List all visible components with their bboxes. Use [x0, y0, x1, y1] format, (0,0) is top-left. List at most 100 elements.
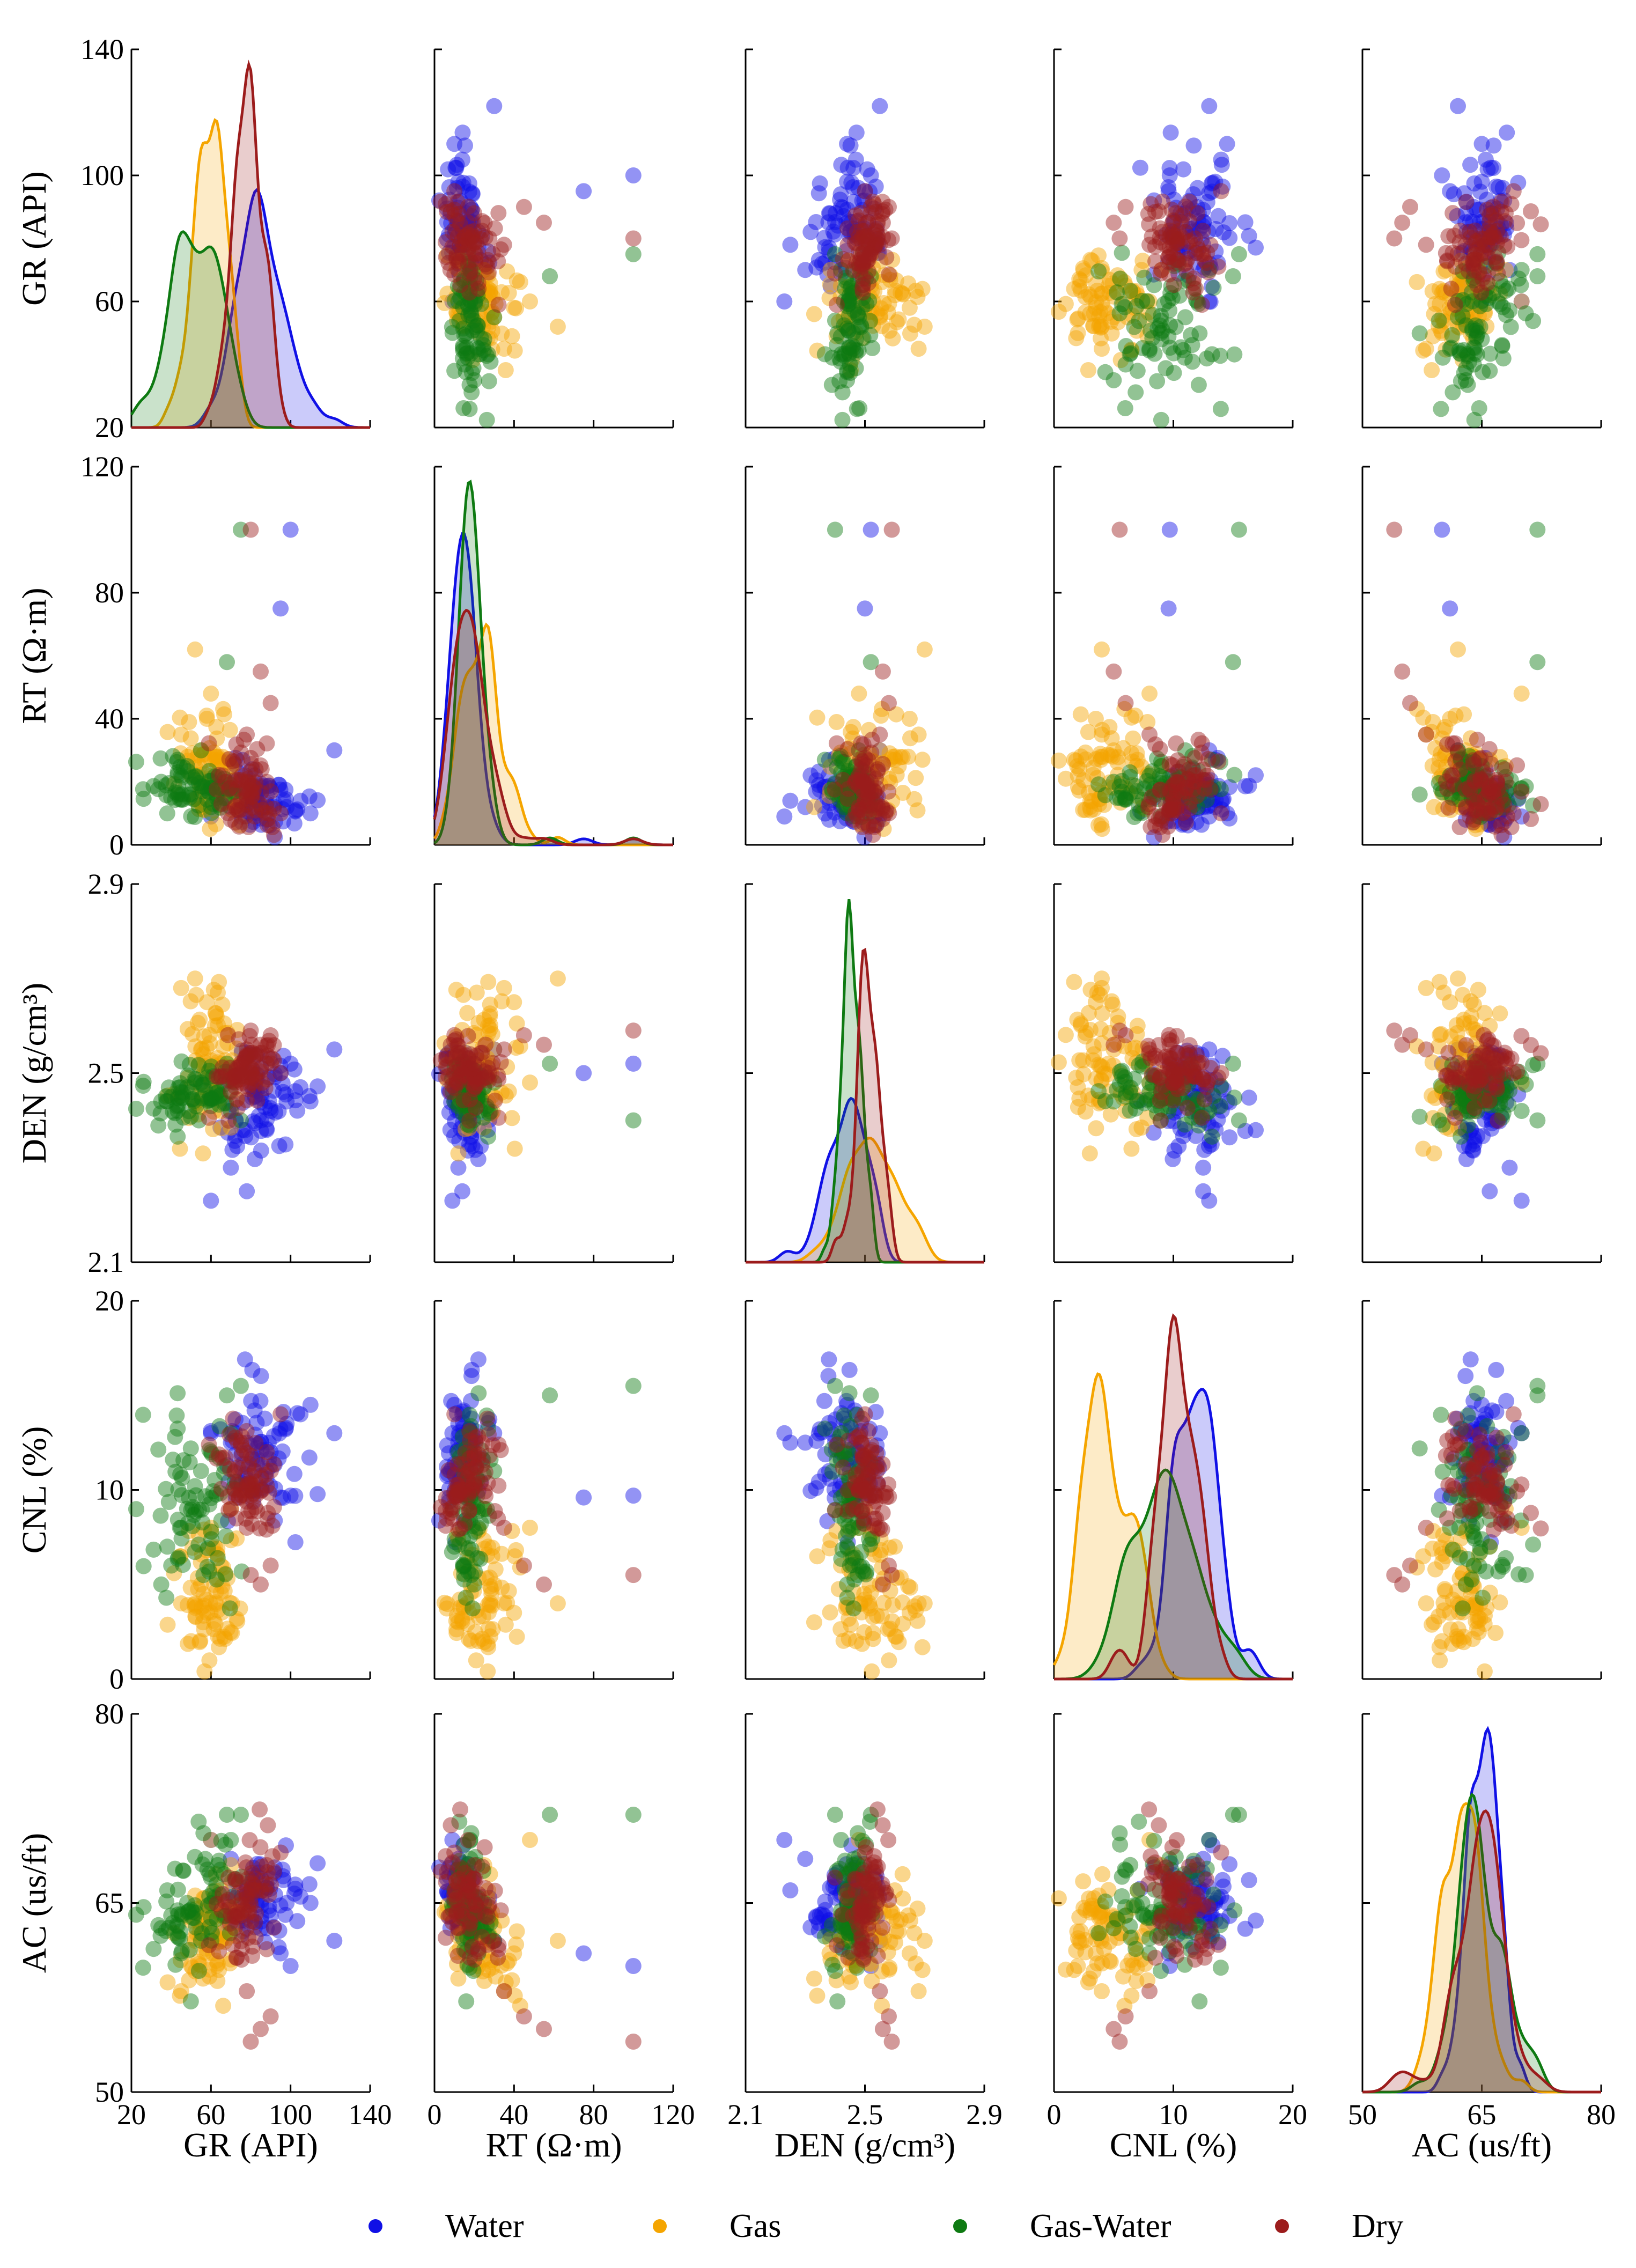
point-Water	[451, 194, 467, 210]
point-Water	[1464, 259, 1481, 276]
point-Gas	[851, 686, 867, 702]
point-Gas-Water	[829, 325, 846, 342]
point-Gas	[864, 1663, 880, 1680]
point-Gas	[222, 721, 238, 738]
point-Water	[203, 1192, 219, 1209]
point-Gas	[874, 318, 890, 334]
point-Gas-Water	[173, 1520, 189, 1536]
point-Gas-Water	[1450, 309, 1466, 326]
point-Gas	[1442, 290, 1458, 306]
point-Gas-Water	[193, 1074, 209, 1091]
point-Gas-Water	[1517, 305, 1534, 322]
point-Water	[822, 205, 838, 222]
point-Dry	[1492, 229, 1509, 245]
point-Gas	[499, 263, 515, 279]
point-Dry	[1532, 796, 1549, 812]
point-Dry	[242, 1567, 259, 1584]
point-Dry	[1188, 281, 1204, 297]
point-Water	[1450, 98, 1466, 114]
point-Gas	[1094, 319, 1110, 335]
point-Water	[1168, 200, 1184, 216]
point-Dry	[1154, 193, 1171, 210]
point-Gas-Water	[153, 774, 170, 790]
point-Dry	[1402, 198, 1418, 215]
point-Gas-Water	[461, 377, 478, 393]
point-Gas	[476, 311, 492, 328]
point-Gas	[1153, 262, 1170, 278]
point-Gas-Water	[1162, 340, 1178, 356]
point-Gas-Water	[1482, 345, 1499, 362]
point-Gas	[1117, 277, 1134, 294]
point-Gas-Water	[1455, 292, 1471, 308]
point-Water	[1221, 215, 1238, 231]
point-Water	[461, 183, 477, 200]
point-Dry	[1187, 230, 1203, 247]
point-Gas	[1462, 993, 1479, 1010]
point-Water	[852, 293, 869, 310]
point-Dry	[625, 1567, 642, 1584]
point-Gas-Water	[459, 345, 476, 362]
point-Gas	[1094, 263, 1110, 279]
point-Water	[1132, 159, 1148, 176]
point-Gas	[1093, 1021, 1109, 1037]
point-Water	[286, 815, 303, 832]
point-Gas	[1139, 293, 1155, 310]
point-Gas-Water	[1529, 246, 1546, 262]
point-Dry	[1451, 234, 1468, 251]
point-Gas-Water	[128, 1501, 144, 1518]
point-Gas-Water	[837, 273, 854, 289]
point-Gas-Water	[1472, 298, 1488, 314]
point-Gas	[1100, 305, 1116, 322]
point-Gas-Water	[1122, 346, 1138, 363]
point-Dry	[1462, 229, 1478, 246]
point-Water	[223, 1159, 239, 1176]
point-Water	[839, 136, 856, 152]
point-Gas	[1071, 1052, 1088, 1069]
point-Gas-Water	[1106, 1093, 1122, 1110]
point-Water	[821, 239, 837, 256]
kde-line-Dry	[131, 60, 370, 429]
point-Gas	[916, 319, 933, 335]
point-Dry	[1152, 741, 1168, 757]
point-Gas-Water	[1472, 319, 1488, 335]
point-Dry	[259, 774, 275, 790]
point-Water	[464, 186, 481, 203]
point-Water	[224, 1142, 241, 1158]
point-Water	[1446, 186, 1462, 203]
point-Water	[242, 816, 259, 833]
point-Dry	[1394, 1036, 1411, 1053]
point-Gas-Water	[1117, 1073, 1133, 1090]
point-Gas	[188, 791, 204, 807]
point-Gas-Water	[834, 384, 851, 401]
point-Gas	[910, 1595, 927, 1611]
point-Gas-Water	[1090, 263, 1107, 279]
point-Water	[259, 1122, 275, 1138]
point-Gas	[842, 304, 859, 321]
point-Gas	[1077, 289, 1094, 305]
point-Dry	[1164, 215, 1181, 231]
point-Water	[1456, 243, 1472, 259]
point-Dry	[1166, 227, 1182, 244]
point-Water	[274, 801, 291, 818]
point-Gas-Water	[1488, 255, 1505, 272]
point-Dry	[448, 212, 465, 229]
point-Dry	[461, 229, 477, 246]
point-Gas	[1456, 1015, 1472, 1032]
point-Gas-Water	[460, 258, 476, 274]
point-Gas	[874, 274, 890, 290]
point-Dry	[1497, 213, 1513, 230]
point-Dry	[1153, 262, 1170, 278]
point-Dry	[1523, 811, 1539, 827]
point-Dry	[863, 774, 879, 790]
point-Gas	[1468, 252, 1484, 268]
point-Gas	[1092, 304, 1109, 320]
point-Gas	[1513, 686, 1530, 702]
point-Gas-Water	[469, 317, 485, 334]
point-Dry	[1503, 196, 1520, 212]
point-Gas	[1451, 319, 1468, 336]
point-Dry	[249, 741, 266, 757]
point-Gas	[509, 1629, 525, 1645]
point-Gas-Water	[1166, 258, 1183, 274]
point-Gas	[202, 821, 218, 837]
point-Gas-Water	[1494, 278, 1511, 294]
